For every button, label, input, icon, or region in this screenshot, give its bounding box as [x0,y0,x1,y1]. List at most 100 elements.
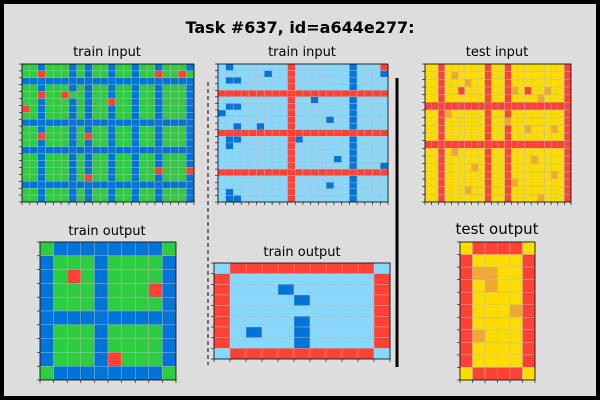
grid-cell [37,174,46,182]
grid-cell [325,273,343,285]
grid-cell [310,142,319,150]
grid-cell [139,112,148,120]
grid-train-input-2 [215,63,389,205]
grid-cell [424,171,432,180]
grid-cell [451,117,459,126]
grid-cell [530,63,539,72]
grid-cell [185,160,195,168]
grid-cell [438,94,446,103]
grid-cell [287,142,296,150]
grid-cell [287,195,296,203]
grid-cell [333,76,342,84]
grid-cell [217,63,226,71]
grid-cell [233,168,242,176]
grid-cell [139,98,148,106]
grid-cell [170,146,179,154]
grid-cell [380,70,389,78]
grid-cell [225,109,234,117]
grid-cell [295,195,304,203]
grid-cell [92,146,101,154]
grid-cell [39,366,54,381]
grid-cell [511,140,519,149]
grid-cell [302,136,311,144]
grid-cell [293,337,311,349]
grid-cell [302,83,311,91]
grid-cell [66,338,81,353]
grid-cell [349,195,358,203]
grid-cell [131,132,140,141]
grid-cell [225,96,234,104]
grid-cell [146,181,156,189]
grid-cell [123,112,132,120]
grid-cell [457,71,466,80]
grid-cell [107,63,117,72]
grid-cell [45,112,54,120]
grid-cell [248,149,257,157]
grid-cell [318,109,327,117]
grid-cell [279,116,288,124]
grid-cell [148,241,163,257]
grid-cell [522,279,536,293]
grid-cell [240,168,250,176]
grid-cell [178,112,187,120]
grid-cell [295,90,304,98]
grid-cell [107,160,117,168]
grid-cell [550,86,558,95]
grid-cell [279,63,288,71]
grid-cell [471,71,479,80]
grid-cell [504,148,512,157]
grid-cell [256,116,265,124]
grid-cell [279,175,288,183]
grid-cell [107,132,117,141]
grid-cell [287,96,296,104]
grid-cell [233,63,242,71]
grid-cell [524,148,532,157]
grid-cell [497,354,511,368]
grid-cell [264,188,273,196]
grid-cell [372,175,381,183]
grid-cell [45,181,54,189]
grid-cell [310,175,319,183]
grid-cell [131,181,140,189]
grid-cell [349,162,358,170]
grid-cell [564,178,572,187]
grid-cell [107,255,122,270]
grid-cell [524,71,532,80]
grid-cell [45,153,54,161]
grid-cell [53,194,62,203]
grid-cell [484,329,498,343]
grid-cell [424,71,432,80]
grid-cell [240,83,250,91]
grid-cell [302,63,311,71]
grid-cell [544,71,552,80]
grid-cell [92,63,101,72]
grid-cell [170,77,179,85]
grid-cell [431,94,439,103]
grid-cell [457,63,466,72]
grid-cell [295,122,304,130]
grid-cell [60,160,70,168]
grid-cell [107,84,117,92]
grid-cell [287,103,296,111]
grid-cell [68,125,77,134]
grid-cell [162,324,177,339]
grid-cell [139,194,148,203]
grid-cell [550,125,558,134]
grid-cell [115,146,124,154]
grid-cell [325,155,335,163]
grid-cell [29,132,38,141]
grid-cell [325,136,335,144]
grid-cell [372,149,381,157]
grid-cell [537,186,545,195]
grid-cell [380,76,389,84]
grid-cell [29,118,38,127]
grid-cell [225,175,234,183]
grid-cell [341,129,350,137]
grid-cell [537,71,545,80]
grid-cell [134,324,149,339]
grid-cell [522,304,536,318]
grid-cell [170,167,179,175]
grid-cell [240,136,250,144]
grid-cell [318,70,327,78]
grid-cell [146,118,156,127]
